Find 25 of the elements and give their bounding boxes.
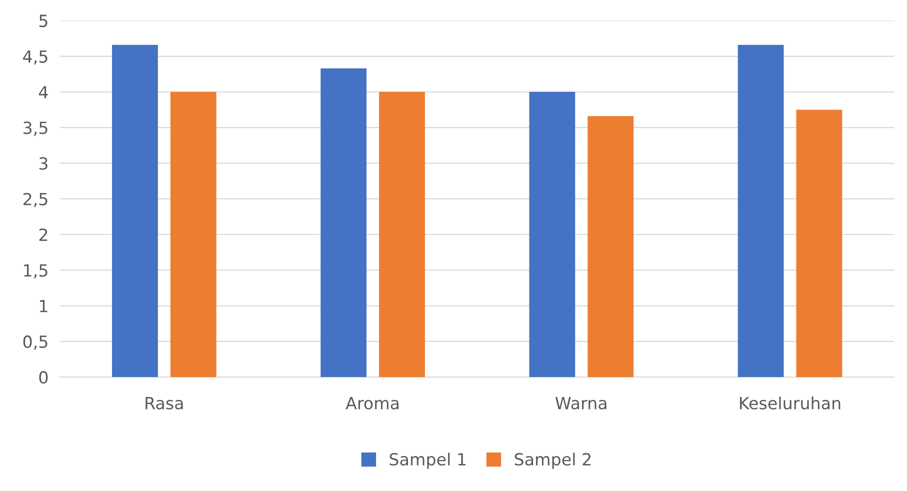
x-tick-label: Keseluruhan	[740, 396, 840, 410]
y-tick-label: 4,5	[23, 50, 48, 65]
bar	[379, 92, 425, 378]
bar	[588, 116, 634, 378]
y-tick-label: 5	[39, 14, 48, 28]
x-tick-label: Aroma	[346, 397, 399, 410]
legend-label: Sampel 2	[514, 452, 590, 469]
bar	[738, 44, 784, 378]
y-tick-label: 1,5	[24, 264, 48, 278]
y-tick-label: 3	[39, 157, 48, 170]
bar	[170, 92, 216, 378]
y-tick-label: 3,5	[24, 122, 48, 136]
bar	[112, 44, 158, 378]
bar	[320, 68, 367, 378]
legend-label: Sampel 1	[390, 452, 466, 469]
y-tick-label: 4	[38, 86, 48, 98]
y-tick-label: 0	[39, 371, 48, 384]
y-tick-label: 0,5	[23, 335, 48, 350]
x-tick-label: Rasa	[146, 397, 183, 410]
y-tick-label: 2	[39, 228, 48, 241]
y-tick-label: 1	[40, 300, 48, 312]
x-tick-label: Warna	[555, 397, 606, 410]
bar	[529, 92, 576, 378]
bar	[796, 110, 842, 378]
y-tick-label: 2,5	[23, 192, 48, 208]
